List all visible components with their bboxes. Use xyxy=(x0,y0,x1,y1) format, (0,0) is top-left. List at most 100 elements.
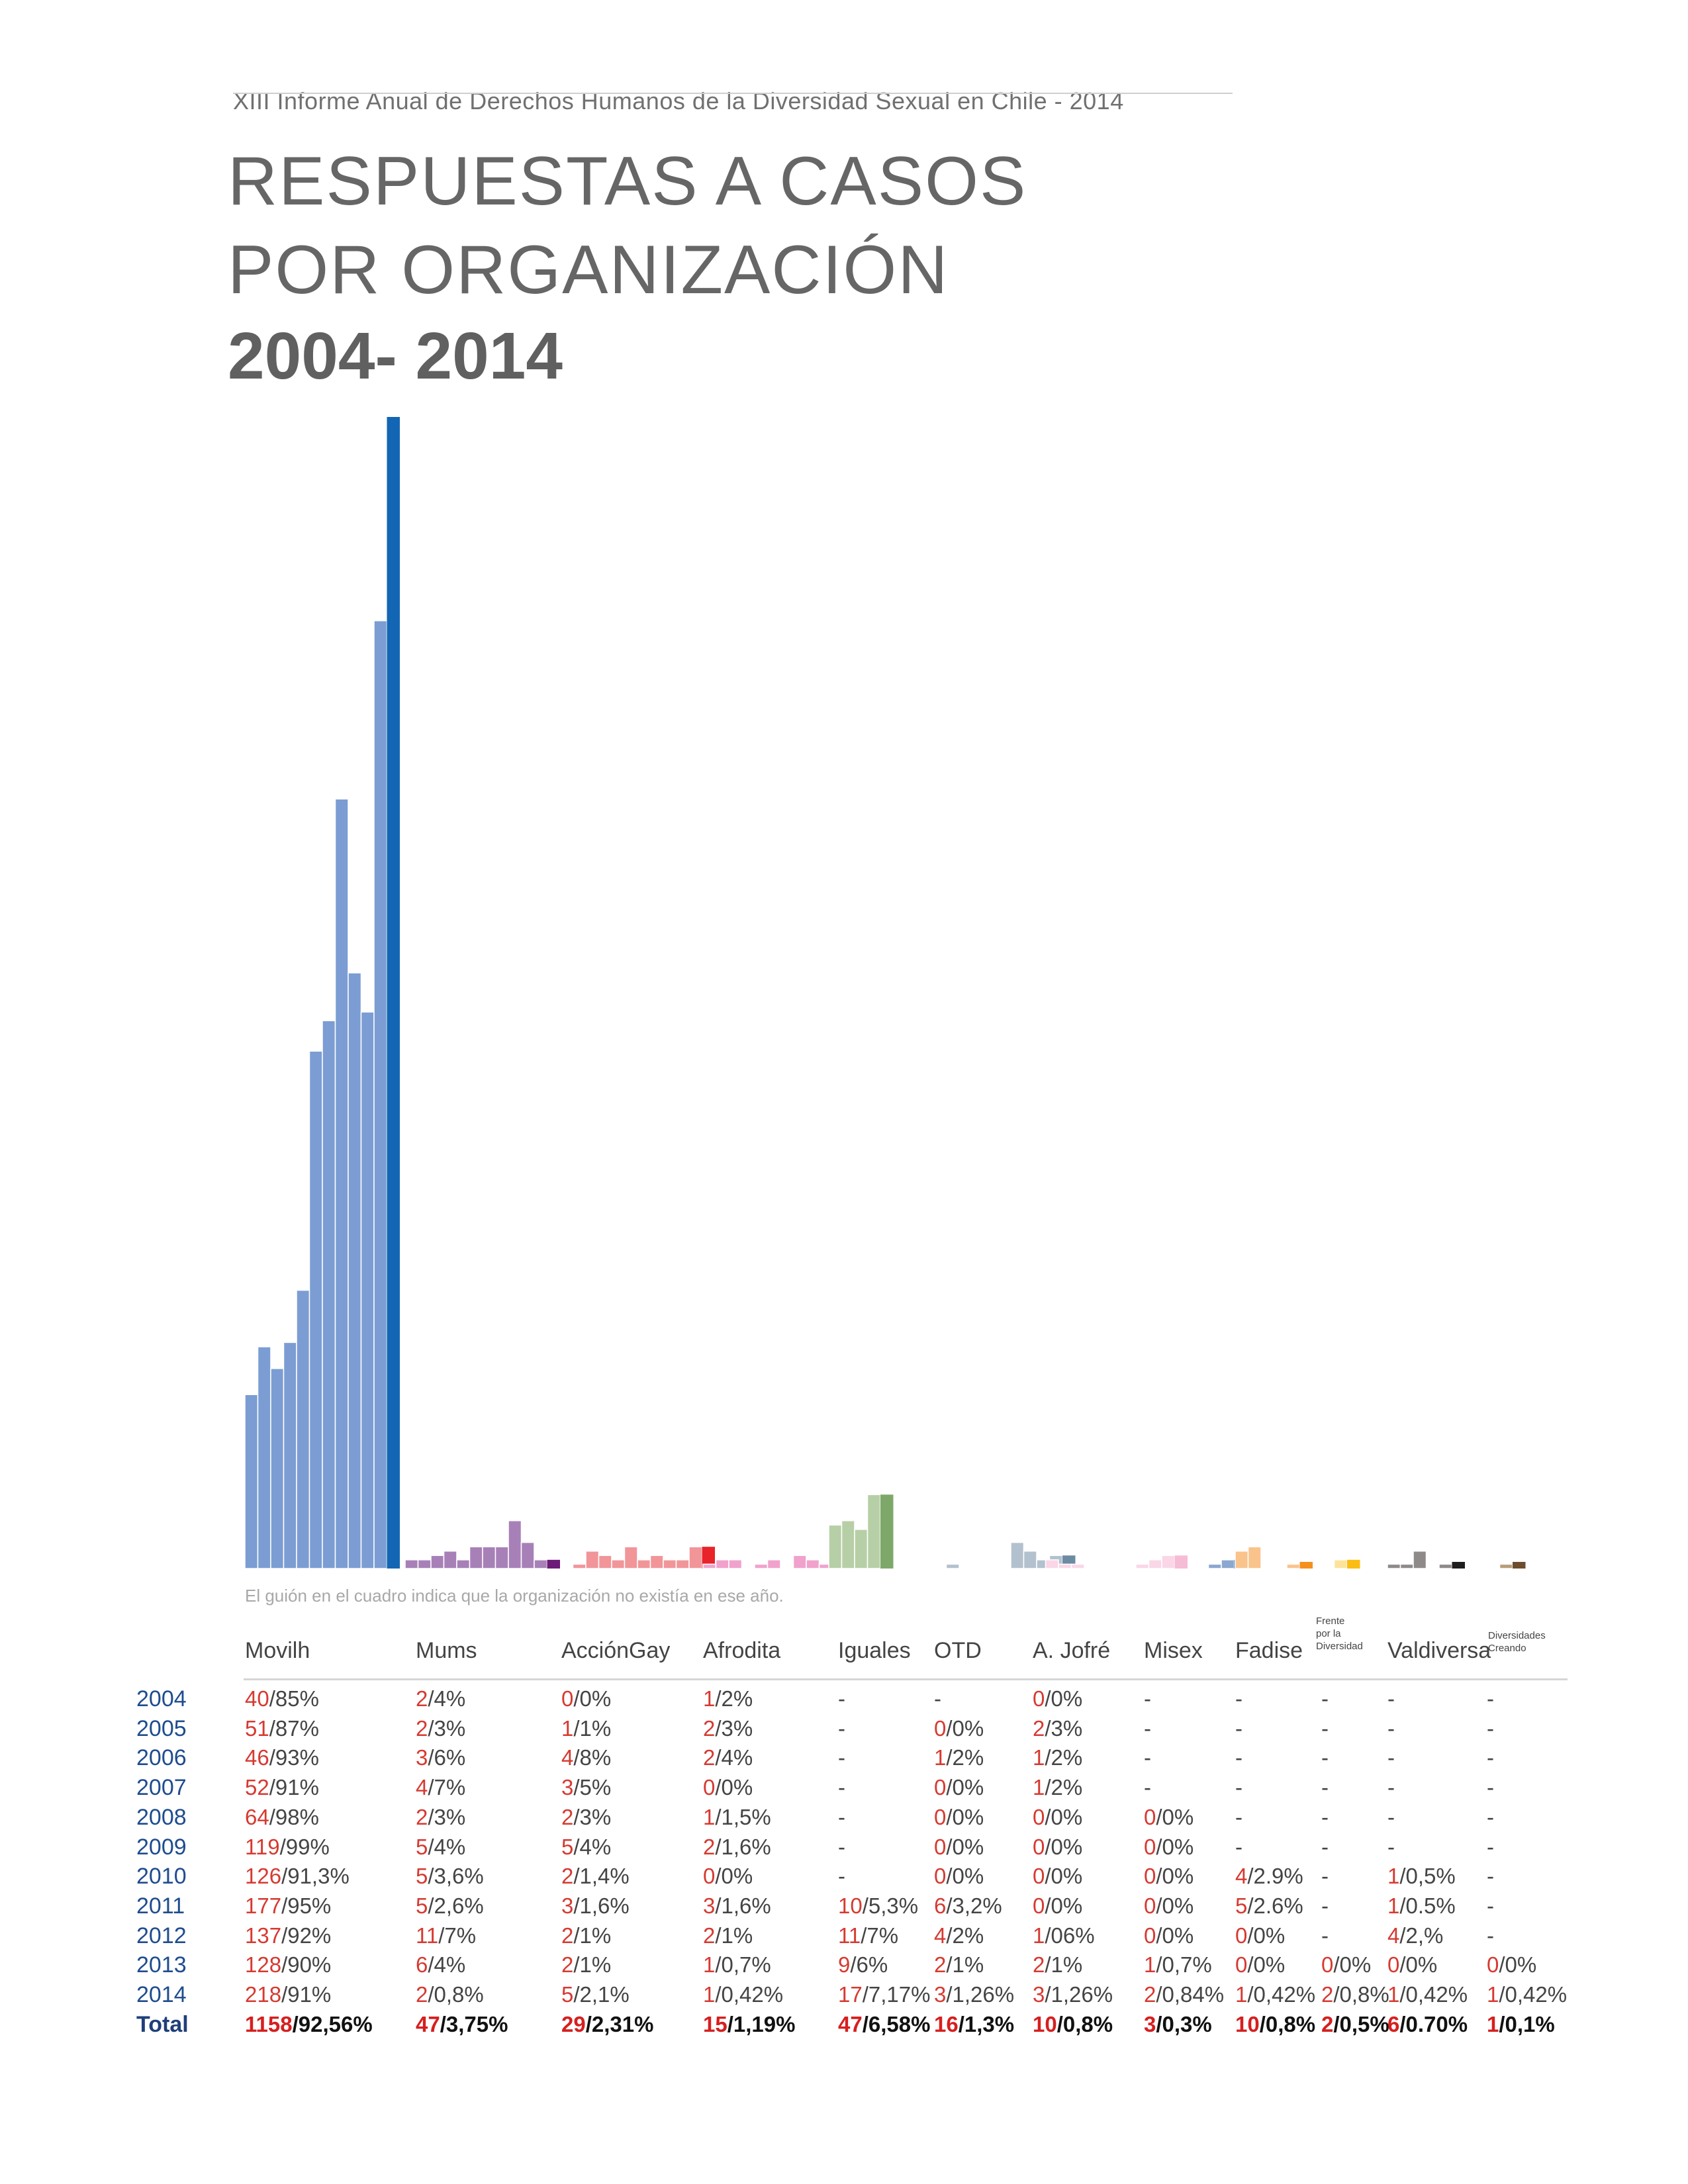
cell-count: 64 xyxy=(245,1804,269,1829)
bar-mums-2009 xyxy=(469,1546,483,1569)
table-cell: 3/0,3% xyxy=(1144,2012,1212,2037)
cell-count: 0 xyxy=(1033,1893,1045,1918)
table-cell: 2/0,5% xyxy=(1321,2012,1389,2037)
cell-percent: /0,7% xyxy=(715,1952,771,1978)
cell-percent: /99% xyxy=(279,1834,330,1859)
cell-percent: /0% xyxy=(946,1804,984,1829)
table-cell: 46/93% xyxy=(245,1745,319,1770)
cell-count: 0 xyxy=(1033,1834,1045,1859)
cell-count: 1 xyxy=(703,1952,716,1978)
table-cell: 2/1% xyxy=(561,1923,611,1948)
cell-percent: /93% xyxy=(269,1745,319,1770)
bar-valdiversa-2014 xyxy=(1438,1563,1453,1569)
page-title-line2: POR ORGANIZACIÓN xyxy=(228,232,949,308)
table-cell: 2/3% xyxy=(416,1716,465,1741)
table-cell: 6/4% xyxy=(416,1952,465,1978)
bar-fadise-2014 xyxy=(1286,1563,1301,1569)
table-cell: 5/4% xyxy=(416,1835,465,1860)
bar-a-jofr--2013 xyxy=(1148,1559,1162,1569)
cell-percent: /3% xyxy=(1045,1715,1083,1741)
cell-percent: /2,% xyxy=(1399,1923,1444,1948)
cell-percent: /0,5% xyxy=(1333,2011,1389,2036)
table-cell: - xyxy=(1144,1686,1151,1711)
cell-percent: /3,6% xyxy=(428,1864,484,1889)
cell-count: 52 xyxy=(245,1775,269,1800)
cell-count: 3 xyxy=(1033,1982,1045,2007)
cell-percent: /0% xyxy=(946,1834,984,1859)
cell-percent: /7% xyxy=(861,1923,899,1948)
table-cell: - xyxy=(838,1864,845,1889)
cell-percent: /1,5% xyxy=(715,1804,771,1829)
cell-percent: /3% xyxy=(428,1715,466,1741)
cell-dash: - xyxy=(1387,1715,1395,1741)
cell-percent: /7,17% xyxy=(862,1982,931,2007)
table-cell: 5/2,6% xyxy=(416,1893,484,1919)
cell-percent: /91% xyxy=(269,1775,319,1800)
cell-percent: /0.70% xyxy=(1399,2011,1468,2036)
bar-valdiversa-total xyxy=(1452,1562,1465,1569)
cell-count: 0 xyxy=(1144,1923,1156,1948)
col-header: Movilh xyxy=(245,1638,310,1663)
cell-count: 0 xyxy=(1144,1804,1156,1829)
table-cell: - xyxy=(1487,1716,1494,1741)
table-cell: - xyxy=(1144,1745,1151,1770)
cell-count: 4 xyxy=(416,1775,428,1800)
chart-footnote: El guión en el cuadro indica que la orga… xyxy=(245,1586,784,1606)
cell-count: 1 xyxy=(1033,1775,1045,1800)
table-cell: - xyxy=(1387,1775,1395,1800)
cell-dash: - xyxy=(1487,1923,1494,1948)
bar-movilh-2013 xyxy=(360,1011,375,1569)
bar-valdiversa-2010 xyxy=(1387,1563,1401,1569)
cell-percent: /1,6% xyxy=(715,1834,771,1859)
bar-acci-ngay-2014 xyxy=(688,1546,703,1569)
cell-count: 11 xyxy=(416,1923,439,1948)
bar-misex-2013 xyxy=(1207,1563,1222,1569)
bar-mums-2012 xyxy=(508,1520,522,1569)
table-cell: 1/0,5% xyxy=(1387,1864,1456,1889)
cell-percent: /2,1% xyxy=(573,1982,630,2007)
cell-count: 2 xyxy=(703,1923,716,1948)
bar-movilh-2009 xyxy=(308,1050,323,1569)
bar-movilh-2007 xyxy=(283,1342,297,1569)
cell-count: 4 xyxy=(934,1923,947,1948)
cell-dash: - xyxy=(1144,1715,1151,1741)
cell-count: 10 xyxy=(1033,2011,1057,2036)
bar-acci-ngay-2009 xyxy=(624,1546,638,1569)
table-cell: 3/6% xyxy=(416,1745,465,1770)
table-cell: 1158/92,56% xyxy=(245,2012,373,2037)
bar-iguales-2013 xyxy=(854,1529,868,1569)
col-header: AcciónGay xyxy=(561,1638,671,1663)
cell-percent: /1% xyxy=(715,1923,753,1948)
bar-a-jofr--total xyxy=(1174,1555,1188,1569)
row-year-label: 2007 xyxy=(136,1775,187,1801)
table-cell: - xyxy=(1487,1923,1494,1948)
bar-mums-total xyxy=(547,1559,560,1569)
table-cell: 0/0% xyxy=(1387,1952,1437,1978)
table-cell: - xyxy=(1144,1716,1151,1741)
table-cell: 0/0% xyxy=(1033,1864,1082,1889)
table-cell: 0/0% xyxy=(1321,1952,1371,1978)
table-cell: 3/1,6% xyxy=(703,1893,771,1919)
cell-dash: - xyxy=(1387,1804,1395,1829)
cell-count: 6 xyxy=(416,1952,428,1978)
cell-dash: - xyxy=(838,1715,845,1741)
cell-percent: /0% xyxy=(1045,1686,1083,1711)
bar-a-jofr--2005 xyxy=(1045,1559,1059,1569)
bar-mums-2008 xyxy=(456,1559,471,1569)
cell-percent: /1% xyxy=(573,1952,612,1978)
cell-count: 40 xyxy=(245,1686,269,1711)
cell-count: 3 xyxy=(561,1775,574,1800)
bar-fadise-total xyxy=(1299,1562,1313,1569)
table-cell: 1/2% xyxy=(703,1686,753,1711)
table-cell: 5/2.6% xyxy=(1235,1893,1303,1919)
cell-percent: /0,5% xyxy=(1399,1864,1456,1889)
cell-percent: /0,42% xyxy=(1499,1982,1568,2007)
cell-percent: /0% xyxy=(1333,1952,1372,1978)
table-cell: - xyxy=(838,1716,845,1741)
bar-frente-por-la-diversidad-2014 xyxy=(1333,1559,1348,1569)
table-cell: - xyxy=(1321,1686,1329,1711)
col-header: A. Jofré xyxy=(1033,1638,1111,1663)
table-cell: - xyxy=(838,1835,845,1860)
table-cell: 0/0% xyxy=(1144,1893,1194,1919)
bar-acci-ngay-2006 xyxy=(585,1550,600,1569)
